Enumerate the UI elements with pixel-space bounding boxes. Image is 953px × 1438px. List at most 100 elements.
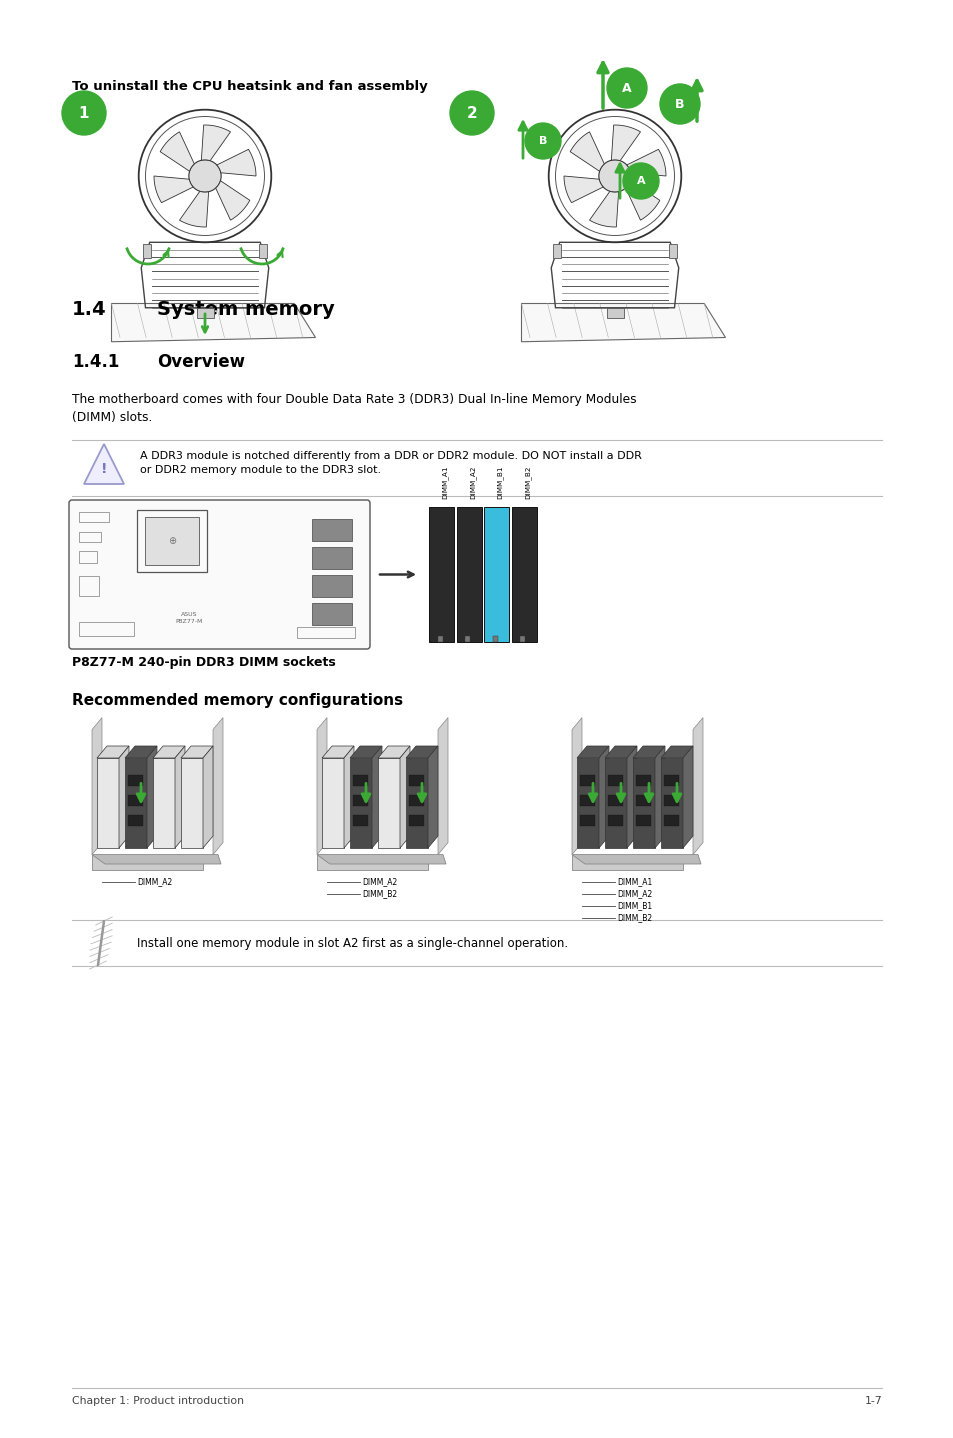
Text: !: !	[101, 462, 107, 476]
Bar	[143, 244, 152, 257]
Polygon shape	[604, 758, 626, 848]
Polygon shape	[572, 854, 700, 864]
Text: DIMM_B2: DIMM_B2	[361, 890, 396, 899]
Bar	[465, 636, 470, 641]
Circle shape	[659, 83, 700, 124]
Polygon shape	[589, 191, 618, 227]
Polygon shape	[125, 746, 157, 758]
Circle shape	[62, 91, 106, 135]
Bar	[511, 508, 536, 641]
Polygon shape	[174, 746, 185, 848]
Polygon shape	[152, 746, 185, 758]
Bar	[312, 519, 352, 541]
Text: DIMM_A1: DIMM_A1	[441, 466, 448, 499]
Polygon shape	[112, 303, 315, 342]
Polygon shape	[97, 746, 129, 758]
Polygon shape	[160, 132, 194, 171]
Text: Recommended memory configurations: Recommended memory configurations	[71, 693, 403, 707]
Bar	[79, 551, 97, 564]
Polygon shape	[428, 746, 437, 848]
Bar	[353, 775, 367, 787]
Circle shape	[622, 162, 659, 198]
Bar	[579, 795, 594, 805]
Polygon shape	[655, 746, 664, 848]
Polygon shape	[97, 758, 119, 848]
Text: 1-7: 1-7	[863, 1396, 882, 1406]
Bar	[456, 508, 481, 641]
Bar	[663, 775, 678, 787]
Polygon shape	[181, 758, 203, 848]
Bar	[79, 532, 101, 542]
Text: The motherboard comes with four Double Data Rate 3 (DDR3) Dual In-line Memory Mo: The motherboard comes with four Double D…	[71, 393, 636, 424]
Polygon shape	[692, 718, 702, 854]
Bar	[409, 775, 423, 787]
Bar	[312, 575, 352, 597]
Polygon shape	[377, 746, 410, 758]
Polygon shape	[215, 181, 250, 220]
Bar	[606, 308, 623, 318]
Text: B: B	[538, 137, 547, 147]
Text: 1.4.1: 1.4.1	[71, 352, 119, 371]
Polygon shape	[316, 854, 428, 870]
Text: A: A	[636, 175, 644, 186]
Polygon shape	[611, 125, 639, 161]
Circle shape	[524, 124, 560, 160]
Bar	[483, 508, 509, 641]
Polygon shape	[604, 746, 637, 758]
Text: 2: 2	[466, 105, 476, 121]
Polygon shape	[377, 758, 399, 848]
Circle shape	[450, 91, 494, 135]
Bar	[519, 636, 525, 641]
Bar	[353, 795, 367, 805]
Polygon shape	[572, 718, 581, 854]
Polygon shape	[91, 854, 203, 870]
Bar	[312, 548, 352, 569]
Circle shape	[598, 160, 631, 193]
Bar	[663, 795, 678, 805]
Polygon shape	[633, 758, 655, 848]
Polygon shape	[322, 758, 344, 848]
Text: DIMM_A2: DIMM_A2	[617, 890, 652, 899]
Text: Chapter 1: Product introduction: Chapter 1: Product introduction	[71, 1396, 244, 1406]
Text: DIMM_B2: DIMM_B2	[617, 913, 652, 923]
Polygon shape	[181, 746, 213, 758]
Bar	[312, 603, 352, 624]
Text: B: B	[675, 98, 684, 111]
Polygon shape	[577, 746, 608, 758]
Bar	[579, 815, 594, 825]
Polygon shape	[570, 132, 603, 171]
Polygon shape	[216, 150, 255, 175]
Polygon shape	[626, 746, 637, 848]
Bar	[258, 244, 267, 257]
Bar	[128, 815, 142, 825]
Bar	[79, 577, 99, 595]
Polygon shape	[350, 758, 372, 848]
Text: DIMM_B1: DIMM_B1	[496, 466, 503, 499]
Text: P8Z77-M 240-pin DDR3 DIMM sockets: P8Z77-M 240-pin DDR3 DIMM sockets	[71, 656, 335, 669]
FancyBboxPatch shape	[69, 500, 370, 649]
Polygon shape	[626, 150, 665, 175]
Text: DIMM_A1: DIMM_A1	[617, 877, 652, 886]
Bar	[79, 512, 109, 522]
Bar	[79, 623, 133, 636]
Bar	[409, 815, 423, 825]
Text: A: A	[621, 82, 631, 95]
Polygon shape	[350, 746, 381, 758]
Polygon shape	[633, 746, 664, 758]
Text: Overview: Overview	[157, 352, 245, 371]
Bar	[636, 795, 650, 805]
Polygon shape	[316, 718, 327, 854]
Bar	[553, 244, 561, 257]
Bar	[128, 795, 142, 805]
Circle shape	[606, 68, 646, 108]
Text: DIMM_A2: DIMM_A2	[137, 877, 172, 886]
Bar	[636, 775, 650, 787]
Text: 1.4: 1.4	[71, 301, 107, 319]
Polygon shape	[660, 758, 682, 848]
Polygon shape	[625, 181, 659, 220]
Polygon shape	[521, 303, 724, 342]
Bar	[608, 815, 622, 825]
Polygon shape	[577, 758, 598, 848]
Bar	[429, 508, 454, 641]
Text: Install one memory module in slot A2 first as a single-channel operation.: Install one memory module in slot A2 fir…	[137, 936, 568, 949]
